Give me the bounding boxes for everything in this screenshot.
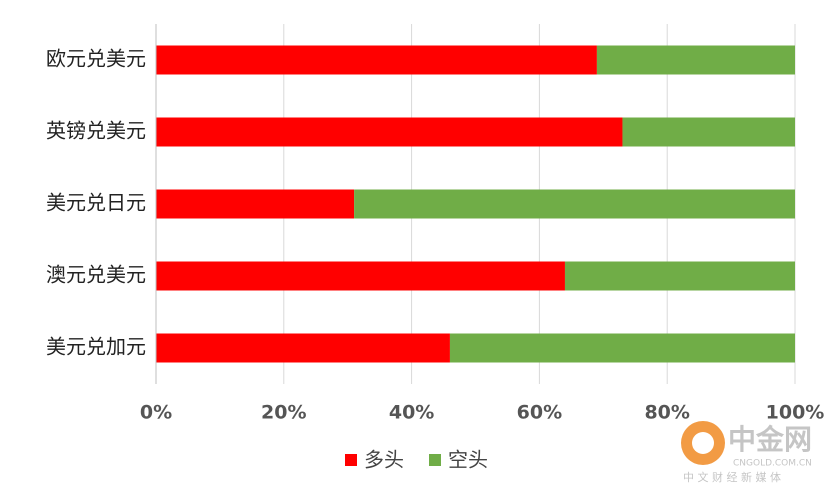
watermark-logo-inner [692,432,714,454]
bar-segment [354,189,795,219]
y-tick-label: 澳元兑美元 [46,263,146,287]
bar-segment [449,333,795,363]
x-tick-label: 60% [517,402,562,424]
watermark-name: 中金网 [728,423,812,456]
x-tick-label: 80% [644,402,689,424]
x-tick-label: 0% [140,402,172,424]
x-tick-label: 20% [261,402,306,424]
y-tick-label: 美元兑加元 [46,335,146,359]
watermark: 中金网 CNGOLD.COM.CN 中 文 财 经 新 媒 体 [681,421,812,484]
bar-segment [156,45,597,75]
y-tick-label: 美元兑日元 [46,191,146,215]
bar-segment [156,261,565,291]
legend-label: 多头 [364,448,404,472]
watermark-url: CNGOLD.COM.CN [733,459,812,469]
y-tick-label: 英镑兑美元 [46,119,146,143]
legend-label: 空头 [448,448,488,472]
legend-swatch [345,454,357,466]
bar-segment [156,189,355,219]
bar-segment [156,333,450,363]
bar-segment [156,117,623,147]
watermark-tagline: 中 文 财 经 新 媒 体 [683,470,781,484]
x-tick-label: 40% [389,402,434,424]
legend-swatch [429,454,441,466]
bar-segment [596,45,795,75]
y-tick-label: 欧元兑美元 [46,47,146,71]
bar-segment [564,261,795,291]
x-tick-label: 100% [766,402,825,424]
bar-segment [622,117,795,147]
